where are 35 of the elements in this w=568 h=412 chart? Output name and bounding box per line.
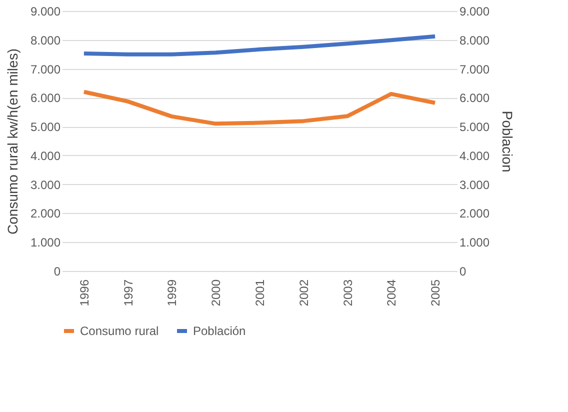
x-tick-label: 2000 [209,279,224,306]
y2-tick-label: 7.000 [460,62,490,76]
legend-label: Consumo rural [80,324,159,338]
legend-label: Población [193,324,246,338]
x-tick-label: 1999 [165,279,180,306]
y-tick-label: 9.000 [30,4,61,18]
x-tick-label: 2002 [296,279,311,306]
x-tick-label: 1996 [77,279,92,306]
y2-tick-label: 0 [460,264,466,278]
x-tick-label: 2005 [428,279,443,306]
x-tick-label: 1997 [121,279,136,306]
y2-tick-label: 5.000 [460,120,490,134]
x-tick-label: 2001 [253,279,267,306]
y-tick-label: 8.000 [30,33,61,48]
y2-axis-title: Poblacion [500,110,516,172]
y2-tick-label: 8.000 [460,33,490,48]
y2-tick-label: 6.000 [460,91,490,106]
y-tick-label: 1.000 [30,236,61,250]
y2-tick-label: 2.000 [460,206,490,221]
y-tick-label: 2.000 [30,206,61,221]
y-axis-title: Consumo rural kw/h(en miles) [4,48,20,234]
y-tick-label: 0 [54,264,61,278]
y-tick-label: 5.000 [30,120,61,134]
y-tick-label: 3.000 [30,178,61,192]
y2-tick-label: 9.000 [460,4,490,18]
y-tick-label: 4.000 [30,148,61,163]
line-series [82,90,438,126]
line-series [82,34,438,56]
y2-tick-label: 1.000 [460,236,490,250]
y-tick-label: 7.000 [30,62,61,76]
x-tick-label: 2004 [384,279,399,306]
y-tick-label: 6.000 [30,91,61,106]
y2-tick-label: 3.000 [460,178,490,192]
x-tick-label: 2003 [340,279,355,306]
y2-tick-label: 4.000 [460,148,490,163]
